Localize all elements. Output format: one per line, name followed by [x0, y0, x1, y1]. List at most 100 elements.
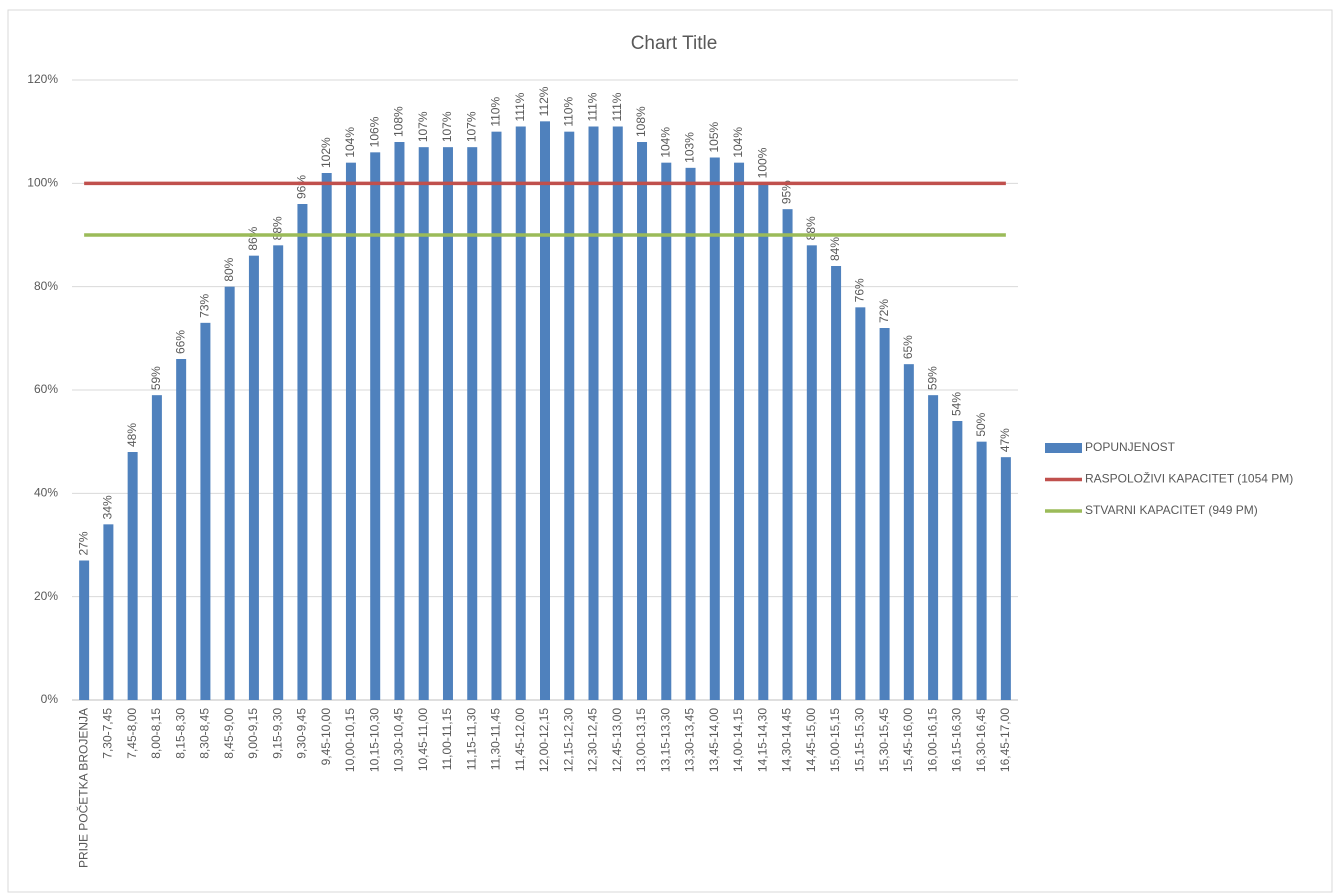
bar	[903, 364, 914, 700]
bar	[540, 121, 550, 701]
x-tick-label: 13,00-13,15	[634, 708, 648, 772]
bar	[758, 183, 769, 701]
data-label: 96%	[295, 175, 309, 199]
data-label: 86%	[246, 226, 260, 250]
legend-label: POPUNJENOST	[1085, 440, 1176, 454]
data-label: 111%	[610, 92, 624, 121]
y-tick-label: 100%	[27, 176, 58, 190]
x-tick-label: 8,30-8,45	[198, 708, 212, 759]
data-label: 34%	[101, 495, 115, 519]
data-label: 84%	[828, 237, 842, 261]
x-tick-label: 9,15-9,30	[270, 708, 284, 759]
bar	[418, 147, 429, 700]
x-tick-label: 15,15-15,30	[853, 708, 867, 772]
bar	[442, 147, 453, 700]
x-tick-label: 14,15-14,30	[755, 708, 769, 772]
bar	[734, 162, 745, 700]
data-label: 102%	[319, 137, 333, 168]
x-tick-label: 14,45-15,00	[804, 708, 818, 772]
x-tick-label: 11,15-11,30	[464, 708, 478, 771]
bar	[467, 147, 478, 700]
data-label: 107%	[416, 111, 430, 142]
x-tick-label: 9,30-9,45	[295, 708, 309, 759]
data-label: 107%	[440, 111, 454, 142]
bar	[685, 167, 696, 701]
x-tick-label: 8,15-8,30	[173, 708, 187, 759]
bar	[297, 204, 308, 700]
data-label: 106%	[367, 116, 381, 147]
data-label: 104%	[343, 127, 357, 158]
x-tick-label: 7,30-7,45	[101, 708, 115, 759]
x-tick-label: 14,30-14,45	[780, 708, 794, 772]
data-label: 59%	[925, 366, 939, 390]
bar	[103, 524, 114, 700]
x-tick-label: 8,45-9,00	[222, 708, 236, 759]
data-label: 72%	[877, 299, 891, 323]
data-label: 50%	[974, 412, 988, 436]
bar	[612, 126, 623, 700]
bar	[151, 395, 162, 700]
bar	[976, 441, 987, 700]
x-tick-label: 16,30-16,45	[974, 708, 988, 772]
x-tick-label: 11,00-11,15	[440, 708, 454, 771]
bar	[1000, 457, 1011, 700]
bar	[637, 142, 648, 700]
data-label: 103%	[683, 132, 697, 163]
bar	[515, 126, 526, 700]
bar	[394, 142, 405, 700]
x-tick-label: 13,45-14,00	[707, 708, 721, 772]
bar	[588, 126, 599, 700]
bar	[806, 245, 817, 701]
data-label: 110%	[561, 97, 575, 127]
bar	[855, 307, 866, 700]
data-label: 66%	[173, 330, 187, 354]
bar	[370, 152, 381, 701]
x-tick-label: 16,00-16,15	[925, 708, 939, 772]
data-label: 27%	[76, 531, 90, 555]
x-tick-label: 14,00-14,15	[731, 708, 745, 772]
legend-label: RASPOLOŽIVI KAPACITET (1054 PM)	[1085, 471, 1293, 486]
data-label: 111%	[513, 92, 527, 121]
x-tick-label: 13,15-13,30	[658, 708, 672, 772]
bar	[321, 173, 332, 700]
x-tick-label: 12,15-12,30	[561, 708, 575, 772]
bar	[345, 162, 356, 700]
data-label: 108%	[392, 106, 406, 137]
data-label: 80%	[222, 257, 236, 281]
y-tick-label: 20%	[34, 589, 58, 603]
legend-swatch	[1045, 443, 1082, 453]
x-tick-label: PRIJE POČETKA BROJENJA	[75, 708, 90, 868]
y-tick-label: 40%	[34, 486, 58, 500]
bar	[79, 560, 90, 700]
data-label: 107%	[464, 111, 478, 142]
y-tick-label: 80%	[34, 279, 58, 293]
data-label: 73%	[198, 293, 212, 317]
x-tick-label: 16,15-16,30	[950, 708, 964, 772]
bar	[952, 421, 963, 700]
data-label: 95%	[780, 180, 794, 204]
bar	[782, 209, 793, 700]
bar	[273, 245, 284, 701]
bar	[928, 395, 939, 700]
data-label: 104%	[731, 127, 745, 158]
x-tick-label: 10,45-11,00	[416, 708, 430, 771]
x-tick-label: 12,00-12,15	[537, 708, 551, 772]
data-label: 100%	[755, 147, 769, 178]
bar	[200, 322, 211, 700]
x-tick-label: 16,45-17,00	[998, 708, 1012, 772]
x-tick-label: 15,30-15,45	[877, 708, 891, 772]
x-tick-label: 11,45-12,00	[513, 708, 527, 771]
x-tick-label: 10,15-10,30	[367, 708, 381, 772]
data-label: 111%	[586, 92, 600, 121]
bar	[224, 286, 235, 700]
bar	[879, 328, 890, 700]
x-tick-label: 12,45-13,00	[610, 708, 624, 772]
bar	[127, 452, 138, 700]
x-tick-label: 13,30-13,45	[683, 708, 697, 772]
data-label: 112%	[537, 86, 551, 116]
bar	[564, 131, 575, 700]
x-tick-label: 9,45-10,00	[319, 708, 333, 766]
data-label: 48%	[125, 423, 139, 447]
